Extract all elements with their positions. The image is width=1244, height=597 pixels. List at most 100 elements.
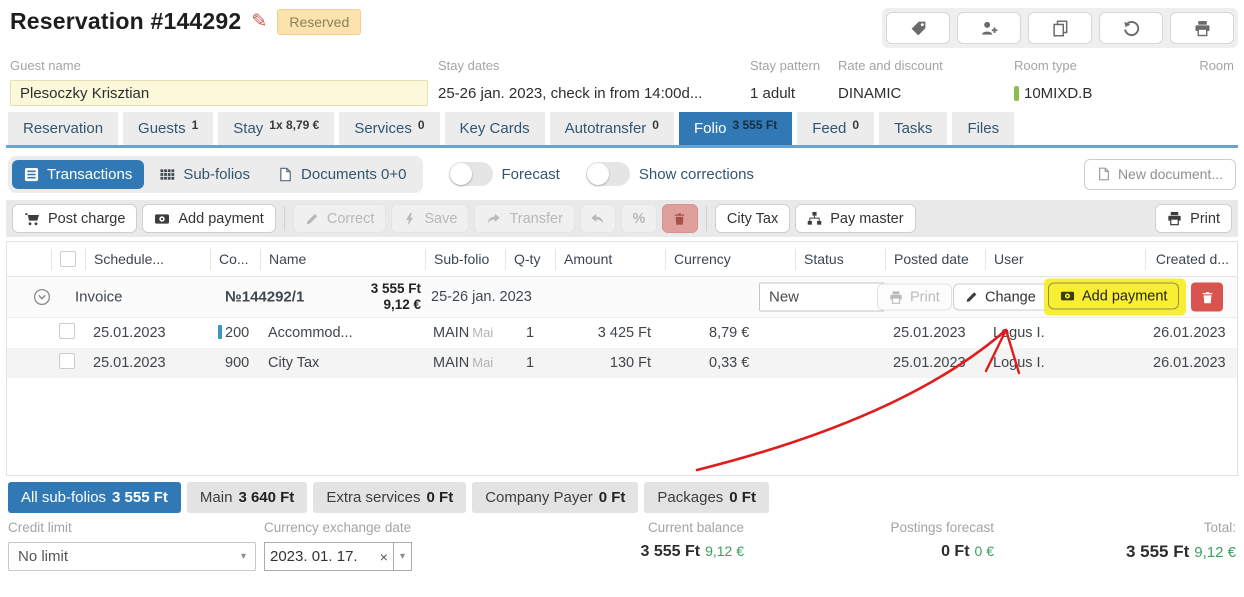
code-color-bar [218, 325, 222, 339]
history-icon [1123, 20, 1140, 37]
save-button[interactable]: Save [391, 204, 470, 233]
stay-dates-label: Stay dates [438, 58, 500, 73]
row-user: Logus I. [993, 325, 1045, 341]
row-amount: 3 425 Ft [597, 325, 651, 341]
pencil-icon [965, 291, 978, 304]
invoice-change-button[interactable]: Change [953, 283, 1048, 311]
document-icon [1097, 167, 1111, 181]
invoice-print-button[interactable]: Print [877, 283, 952, 311]
forecast-toggle[interactable] [448, 162, 493, 186]
credit-limit-select[interactable]: No limit ▾ [8, 542, 256, 571]
expand-invoice-icon[interactable] [33, 288, 51, 306]
tab-key-cards[interactable]: Key Cards [444, 112, 545, 145]
pay-master-button[interactable]: Pay master [795, 204, 916, 233]
select-all-checkbox[interactable] [51, 248, 85, 270]
subfolio-tab-main[interactable]: Main 3 640 Ft [186, 482, 308, 513]
subfolio-tab-packages[interactable]: Packages 0 Ft [644, 482, 769, 513]
room-type-color-bar [1014, 86, 1019, 101]
invoice-delete-button[interactable] [1191, 282, 1223, 312]
history-button[interactable] [1099, 12, 1163, 44]
column-currency[interactable]: Currency [665, 248, 795, 270]
print-icon [1167, 211, 1182, 226]
divider [283, 206, 285, 231]
undo-button[interactable] [579, 204, 616, 233]
tab-guests[interactable]: Guests 1 [123, 112, 214, 145]
undo-icon [590, 212, 605, 226]
percent-button[interactable]: % [620, 204, 657, 233]
view-subfolios-button[interactable]: Sub-folios [148, 160, 262, 189]
sitemap-icon [807, 211, 822, 226]
tab-files[interactable]: Files [952, 112, 1015, 145]
print-folio-button[interactable]: Print [1155, 204, 1232, 233]
view-switch-group: Transactions Sub-folios Documents 0+0 [8, 155, 423, 193]
edit-pencil-icon[interactable]: ✎ [251, 11, 268, 32]
clear-icon[interactable]: × [379, 548, 388, 565]
room-type-label: Room type [1014, 58, 1077, 73]
correct-button[interactable]: Correct [292, 204, 387, 233]
invoice-add-payment-button[interactable]: Add payment [1048, 282, 1180, 310]
subfolio-tab-company-payer[interactable]: Company Payer 0 Ft [472, 482, 639, 513]
transaction-row[interactable]: 25.01.2023 200 Accommod... MAIN Mai 1 3 4… [7, 318, 1237, 348]
tab-tasks[interactable]: Tasks [879, 112, 948, 145]
subfolio-tab-extra-services[interactable]: Extra services 0 Ft [313, 482, 467, 513]
guest-name-input[interactable] [10, 80, 428, 106]
column-status[interactable]: Status [795, 248, 885, 270]
row-checkbox[interactable] [51, 323, 85, 343]
column-schedule[interactable]: Schedule... [85, 248, 210, 270]
invoice-dates: 25-26 jan. 2023 [431, 289, 532, 305]
tag-button[interactable] [886, 12, 950, 44]
column-qty[interactable]: Q-ty [505, 248, 555, 270]
add-guest-button[interactable] [957, 12, 1021, 44]
show-corrections-toggle[interactable] [585, 162, 630, 186]
column-posted-date[interactable]: Posted date [885, 248, 985, 270]
transfer-button[interactable]: Transfer [474, 204, 575, 233]
folio-footer: Credit limit No limit ▾ Currency exchang… [6, 513, 1238, 571]
row-qty: 1 [525, 355, 535, 371]
exchange-date-picker[interactable]: 2023. 01. 17. × ▾ [264, 542, 412, 571]
row-checkbox[interactable] [51, 353, 85, 373]
new-document-button[interactable]: New document... [1083, 158, 1236, 190]
stay-pattern-value[interactable]: 1 adult [750, 85, 796, 102]
invoice-status-input[interactable]: New [759, 282, 885, 312]
copy-button[interactable] [1028, 12, 1092, 44]
cart-icon [24, 211, 40, 227]
trash-icon [1201, 290, 1214, 304]
rate-discount-value[interactable]: DINAMIC [838, 85, 902, 102]
delete-button[interactable] [661, 204, 698, 233]
room-value[interactable] [1158, 80, 1234, 85]
divider [705, 206, 707, 231]
stay-dates-value[interactable]: 25-26 jan. 2023, check in from 14:00d... [438, 85, 703, 102]
document-icon [278, 167, 293, 182]
divider [392, 543, 394, 570]
city-tax-button[interactable]: City Tax [714, 204, 791, 233]
column-subfolio[interactable]: Sub-folio [425, 248, 505, 270]
column-code[interactable]: Co... [210, 248, 260, 270]
tab-autotransfer[interactable]: Autotransfer 0 [549, 112, 674, 145]
view-transactions-button[interactable]: Transactions [12, 159, 145, 189]
print-button[interactable] [1170, 12, 1234, 44]
view-documents-button[interactable]: Documents 0+0 [266, 160, 418, 189]
rate-discount-label: Rate and discount [838, 58, 943, 73]
column-user[interactable]: User [985, 248, 1145, 270]
column-amount[interactable]: Amount [555, 248, 665, 270]
column-name[interactable]: Name [260, 248, 425, 270]
post-charge-button[interactable]: Post charge [12, 204, 138, 233]
table-empty-area [7, 378, 1237, 475]
tag-icon [910, 20, 927, 37]
tab-folio[interactable]: Folio 3 555 Ft [678, 112, 793, 145]
tab-feed[interactable]: Feed 0 [797, 112, 875, 145]
tab-reservation[interactable]: Reservation [8, 112, 119, 145]
room-type-value[interactable]: 10MIXD.B [1014, 80, 1158, 102]
tab-stay[interactable]: Stay 1x 8,79 € [218, 112, 335, 145]
copy-icon [1052, 20, 1069, 37]
add-payment-button[interactable]: Add payment [142, 204, 276, 233]
transaction-row[interactable]: 25.01.2023 900 City Tax MAIN Mai 1 130 Ft… [7, 348, 1237, 378]
tab-services[interactable]: Services 0 [339, 112, 440, 145]
row-name: Accommod... [268, 325, 353, 341]
header-toolbar [882, 8, 1238, 48]
caret-down-icon[interactable]: ▾ [399, 551, 405, 562]
guest-info-bar: Guest name Stay dates 25-26 jan. 2023, c… [0, 50, 1244, 112]
subfolio-tab-all[interactable]: All sub-folios 3 555 Ft [8, 482, 181, 513]
row-amount: 130 Ft [609, 355, 651, 371]
column-created-date[interactable]: Created d... [1145, 248, 1237, 270]
